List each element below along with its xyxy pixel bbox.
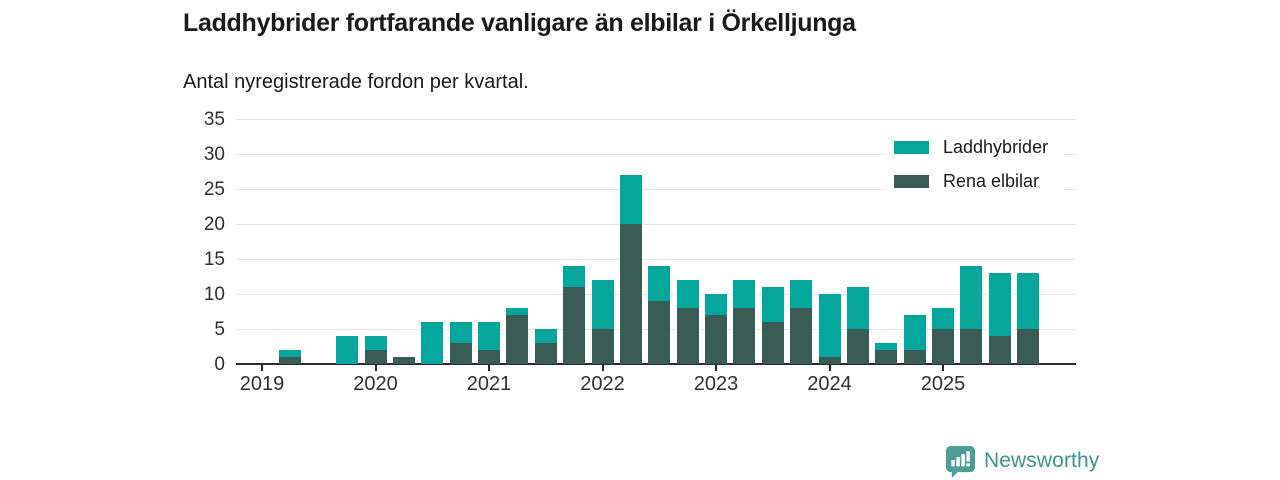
x-tick-label: 2021 [466, 373, 512, 395]
y-tick-label: 0 [214, 353, 225, 375]
bar-segment [960, 266, 983, 329]
y-tick-label: 15 [203, 248, 225, 270]
bar-segment [591, 329, 614, 364]
bar-segment [449, 343, 472, 364]
legend: Laddhybrider Rena elbilar [884, 130, 1064, 201]
gridline [236, 189, 1076, 190]
bar-segment [903, 315, 926, 350]
bar-segment [591, 280, 614, 329]
bar-segment [648, 301, 671, 364]
chart-subtitle: Antal nyregistrerade fordon per kvartal. [183, 71, 529, 93]
gridline [236, 259, 1076, 260]
bar-segment [421, 322, 444, 364]
x-tick-label: 2023 [693, 373, 739, 395]
bar-segment [336, 336, 359, 364]
bar-segment [846, 329, 869, 364]
bar-segment [676, 308, 699, 364]
x-axis-tick [942, 364, 944, 371]
y-tick-label: 20 [203, 213, 225, 235]
bar-segment [988, 336, 1011, 364]
bar-segment [392, 357, 415, 364]
bar-segment [705, 315, 727, 364]
bar-segment [1017, 273, 1040, 329]
plot-area: 0 5 10 15 20 25 30 35 2019 2020 2021 2022 2023 2024 20… [204, 110, 1076, 395]
y-tick-label: 35 [203, 108, 225, 130]
bar-segment [875, 350, 898, 364]
bar-segment [875, 343, 898, 350]
x-axis-tick [828, 364, 831, 371]
bar-segment [733, 308, 756, 364]
bar-segment [761, 322, 784, 364]
bar-segment [705, 294, 727, 315]
x-tick-label: 2024 [807, 373, 852, 395]
bar-segment [279, 357, 302, 364]
gridline [236, 224, 1076, 225]
gridline [236, 119, 1076, 120]
x-axis-tick [488, 364, 490, 371]
x-axis-tick [261, 364, 263, 371]
x-axis-line [236, 363, 1076, 365]
x-tick-label: 2025 [920, 373, 966, 395]
bar-segment [506, 308, 529, 315]
bar-segment [364, 350, 387, 364]
bar-segment [279, 350, 302, 357]
gridline [236, 154, 1076, 155]
y-tick-label: 5 [214, 318, 225, 340]
bar-segment [619, 175, 642, 224]
x-axis-tick [715, 364, 717, 371]
bar-segment [818, 357, 841, 364]
y-tick-label: 25 [203, 178, 225, 200]
bar-chart-speech-bubble-icon [945, 445, 976, 478]
bar-segment [932, 308, 954, 329]
legend-swatch-rena-elbilar [894, 175, 929, 188]
bar-segment [364, 336, 387, 350]
legend-item-laddhybrider: Laddhybrider [894, 137, 1064, 158]
y-tick-label: 30 [203, 143, 225, 165]
brand-name: Newsworthy [984, 449, 1100, 472]
bar-segment [619, 224, 642, 364]
bar-segment [818, 294, 841, 357]
bar-segment [846, 287, 869, 329]
bar-segment [534, 329, 557, 343]
y-tick-label: 10 [203, 283, 225, 305]
bar-segment [478, 350, 500, 364]
legend-item-rena-elbilar: Rena elbilar [894, 171, 1064, 192]
x-tick-label: 2022 [580, 373, 625, 395]
legend-label: Laddhybrider [943, 137, 1049, 157]
bar-segment [563, 266, 586, 287]
bar-segment [1017, 329, 1040, 364]
bar-segment [790, 280, 813, 308]
bar-segment [676, 280, 699, 308]
bar-segment [932, 329, 954, 364]
bar-segment [534, 343, 557, 364]
x-tick-label: 2020 [353, 373, 398, 395]
bar-segment [506, 315, 529, 364]
legend-swatch-laddhybrider [894, 141, 929, 154]
bar-segment [960, 329, 983, 364]
bar-segment [733, 280, 756, 308]
bar-segment [790, 308, 813, 364]
bar-segment [903, 350, 926, 364]
bar-segment [761, 287, 784, 322]
bar-segment [988, 273, 1011, 336]
x-tick-label: 2019 [239, 373, 285, 395]
bar-segment [563, 287, 586, 364]
x-axis-tick [601, 364, 604, 371]
x-axis-tick [374, 364, 377, 371]
bar-segment [449, 322, 472, 343]
chart-title: Laddhybrider fortfarande vanligare än el… [183, 9, 856, 37]
bar-segment [648, 266, 671, 301]
legend-label: Rena elbilar [943, 171, 1040, 191]
brand-footer: Newsworthy [944, 444, 1099, 478]
bar-segment [478, 322, 500, 350]
